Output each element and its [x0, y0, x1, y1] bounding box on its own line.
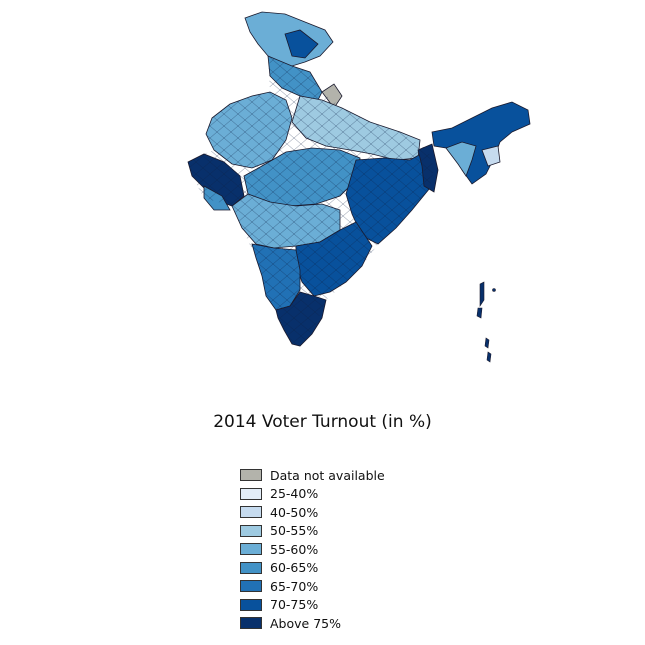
- legend-swatch: [240, 487, 262, 500]
- legend-swatch: [240, 561, 262, 574]
- legend-label: Above 75%: [270, 615, 341, 631]
- legend-item: 50-55%: [240, 522, 385, 541]
- region-northeast-pale: [481, 145, 501, 167]
- legend-swatch: [240, 598, 262, 611]
- india-choropleth-map: [187, 11, 531, 363]
- legend-item: 60-65%: [240, 559, 385, 578]
- legend-label: Data not available: [270, 467, 385, 483]
- legend-swatch: [240, 506, 262, 519]
- legend-item: Above 75%: [240, 614, 385, 633]
- legend-label: 50-55%: [270, 523, 319, 539]
- legend-label: 25-40%: [270, 486, 319, 502]
- map-svg: [187, 11, 531, 363]
- region-northeast: [431, 101, 531, 185]
- legend-item: 25-40%: [240, 485, 385, 504]
- legend-item: 40-50%: [240, 503, 385, 522]
- region-ladakh: [284, 29, 319, 59]
- legend-label: 55-60%: [270, 541, 319, 557]
- legend-swatch: [240, 524, 262, 537]
- legend-swatch: [240, 469, 262, 482]
- legend: Data not available 25-40% 40-50% 50-55% 55-6…: [240, 466, 385, 633]
- map-title: 2014 Voter Turnout (in %): [213, 412, 432, 432]
- legend-label: 40-50%: [270, 504, 319, 520]
- district-borders: [188, 56, 434, 346]
- legend-item: Data not available: [240, 466, 385, 485]
- legend-label: 70-75%: [270, 597, 319, 613]
- legend-swatch: [240, 543, 262, 556]
- andaman-nicobar-islands: [476, 281, 496, 363]
- legend-swatch: [240, 580, 262, 593]
- legend-label: 65-70%: [270, 578, 319, 594]
- legend-item: 70-75%: [240, 596, 385, 615]
- legend-item: 55-60%: [240, 540, 385, 559]
- legend-swatch: [240, 617, 262, 630]
- legend-item: 65-70%: [240, 577, 385, 596]
- region-northeast-light: [445, 141, 477, 177]
- legend-label: 60-65%: [270, 560, 319, 576]
